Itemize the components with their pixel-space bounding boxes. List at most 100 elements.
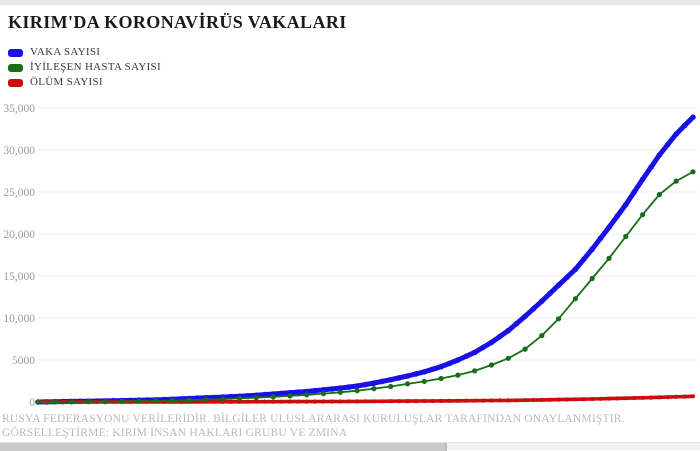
series-marker-i-yi-le-en-hasta-sayisi	[505, 355, 511, 361]
series-marker-i-yi-le-en-hasta-sayisi	[438, 375, 444, 382]
series-marker-i-yi-le-en-hasta-sayisi	[623, 233, 629, 240]
series-marker--l-m-sayisi	[254, 399, 259, 404]
series-marker-vaka-sayisi	[488, 339, 495, 346]
series-marker-vaka-sayisi	[614, 213, 621, 219]
series-marker--l-m-sayisi	[388, 399, 393, 404]
series-marker-i-yi-le-en-hasta-sayisi	[253, 395, 259, 401]
horizontal-scrollbar-thumb[interactable]	[0, 443, 447, 451]
series-marker-i-yi-le-en-hasta-sayisi	[640, 212, 646, 218]
series-marker--l-m-sayisi	[422, 398, 427, 404]
series-marker-vaka-sayisi	[480, 344, 486, 351]
series-marker-vaka-sayisi	[429, 366, 436, 373]
series-marker-vaka-sayisi	[690, 114, 696, 120]
series-marker-i-yi-le-en-hasta-sayisi	[337, 389, 343, 395]
series-marker--l-m-sayisi	[497, 398, 502, 403]
series-marker--l-m-sayisi	[674, 394, 679, 399]
series-marker-vaka-sayisi	[438, 363, 444, 370]
legend-label-deaths: ÖLÜM SAYISI	[30, 76, 103, 88]
series-marker-i-yi-le-en-hasta-sayisi	[236, 395, 243, 401]
series-marker--l-m-sayisi	[548, 397, 553, 402]
page-title: KIRIM'DA KORONAVİRÜS VAKALARI	[8, 12, 347, 32]
series-marker-vaka-sayisi	[522, 313, 528, 320]
series-marker--l-m-sayisi	[523, 398, 528, 403]
series-marker-i-yi-le-en-hasta-sayisi	[287, 393, 293, 399]
y-axis-tick-label: 35,000	[3, 103, 35, 115]
series-marker-i-yi-le-en-hasta-sayisi	[404, 381, 411, 387]
series-marker-vaka-sayisi	[396, 375, 402, 381]
series-marker--l-m-sayisi	[514, 398, 519, 403]
series-marker-i-yi-le-en-hasta-sayisi	[421, 378, 427, 384]
y-axis-tick-label: 25,000	[3, 187, 35, 199]
top-edge-strip	[0, 0, 700, 5]
series-marker-i-yi-le-en-hasta-sayisi	[656, 191, 663, 198]
series-marker-i-yi-le-en-hasta-sayisi	[119, 398, 125, 404]
series-marker-i-yi-le-en-hasta-sayisi	[102, 399, 108, 405]
series-marker-vaka-sayisi	[631, 189, 637, 195]
series-marker-vaka-sayisi	[606, 224, 612, 231]
series-marker-i-yi-le-en-hasta-sayisi	[220, 396, 226, 402]
series-marker--l-m-sayisi	[539, 397, 544, 402]
series-marker-vaka-sayisi	[404, 373, 411, 379]
series-marker-i-yi-le-en-hasta-sayisi	[606, 255, 612, 261]
y-axis-tick-label: 30,000	[3, 145, 35, 157]
series-marker-vaka-sayisi	[623, 201, 629, 208]
series-marker-i-yi-le-en-hasta-sayisi	[371, 386, 377, 392]
series-marker--l-m-sayisi	[346, 399, 351, 404]
series-marker--l-m-sayisi	[405, 399, 410, 404]
series-marker--l-m-sayisi	[598, 396, 603, 401]
series-marker--l-m-sayisi	[430, 398, 435, 404]
series-marker-i-yi-le-en-hasta-sayisi	[455, 372, 461, 378]
series-marker--l-m-sayisi	[380, 399, 385, 404]
series-marker--l-m-sayisi	[212, 399, 217, 404]
series-marker-vaka-sayisi	[597, 235, 604, 241]
legend: VAKA SAYISI İYİLEŞEN HASTA SAYISI ÖLÜM S…	[8, 45, 161, 90]
series-marker-vaka-sayisi	[295, 389, 302, 395]
series-marker--l-m-sayisi	[665, 395, 670, 400]
series-marker-vaka-sayisi	[278, 390, 285, 397]
legend-label-recovered: İYİLEŞEN HASTA SAYISI	[30, 61, 161, 73]
series-marker-vaka-sayisi	[320, 387, 327, 393]
series-marker--l-m-sayisi	[682, 394, 687, 399]
series-marker-i-yi-le-en-hasta-sayisi	[153, 398, 159, 404]
legend-swatch-deaths-icon	[8, 78, 23, 87]
y-axis-tick-label: 15,000	[3, 271, 35, 283]
series-marker-vaka-sayisi	[455, 357, 461, 363]
series-marker-vaka-sayisi	[446, 360, 453, 367]
y-axis-tick-label: 5000	[12, 355, 35, 367]
legend-swatch-recovered-icon	[8, 63, 23, 72]
series-marker--l-m-sayisi	[615, 396, 620, 401]
series-marker--l-m-sayisi	[455, 398, 460, 403]
series-marker--l-m-sayisi	[623, 396, 628, 401]
series-marker--l-m-sayisi	[245, 399, 250, 404]
series-marker--l-m-sayisi	[355, 399, 360, 404]
series-marker-vaka-sayisi	[572, 266, 579, 273]
series-marker--l-m-sayisi	[321, 399, 326, 404]
legend-item-deaths: ÖLÜM SAYISI	[8, 75, 161, 90]
y-axis-tick-label: 0	[29, 397, 35, 409]
series-marker-vaka-sayisi	[673, 131, 679, 137]
series-marker-i-yi-le-en-hasta-sayisi	[522, 346, 528, 352]
series-marker-vaka-sayisi	[505, 327, 512, 334]
series-marker-vaka-sayisi	[463, 353, 470, 360]
series-marker-vaka-sayisi	[513, 320, 520, 327]
series-marker--l-m-sayisi	[556, 397, 561, 402]
series-marker-i-yi-le-en-hasta-sayisi	[354, 388, 360, 394]
series-marker--l-m-sayisi	[271, 399, 276, 404]
series-marker-i-yi-le-en-hasta-sayisi	[539, 333, 545, 339]
series-marker-vaka-sayisi	[471, 349, 478, 356]
series-marker-i-yi-le-en-hasta-sayisi	[472, 368, 478, 374]
series-marker-vaka-sayisi	[371, 380, 377, 386]
series-marker-i-yi-le-en-hasta-sayisi	[589, 275, 595, 282]
series-marker-i-yi-le-en-hasta-sayisi	[169, 398, 175, 404]
series-marker-vaka-sayisi	[362, 381, 369, 388]
series-marker--l-m-sayisi	[506, 398, 511, 403]
horizontal-scrollbar-track[interactable]	[0, 442, 700, 451]
series-marker--l-m-sayisi	[338, 399, 343, 404]
series-marker--l-m-sayisi	[397, 399, 402, 404]
series-marker-i-yi-le-en-hasta-sayisi	[52, 399, 58, 405]
series-marker-vaka-sayisi	[639, 176, 646, 183]
series-marker--l-m-sayisi	[304, 399, 309, 404]
series-marker--l-m-sayisi	[413, 399, 418, 404]
series-marker-vaka-sayisi	[539, 298, 545, 304]
series-marker-i-yi-le-en-hasta-sayisi	[203, 397, 209, 403]
